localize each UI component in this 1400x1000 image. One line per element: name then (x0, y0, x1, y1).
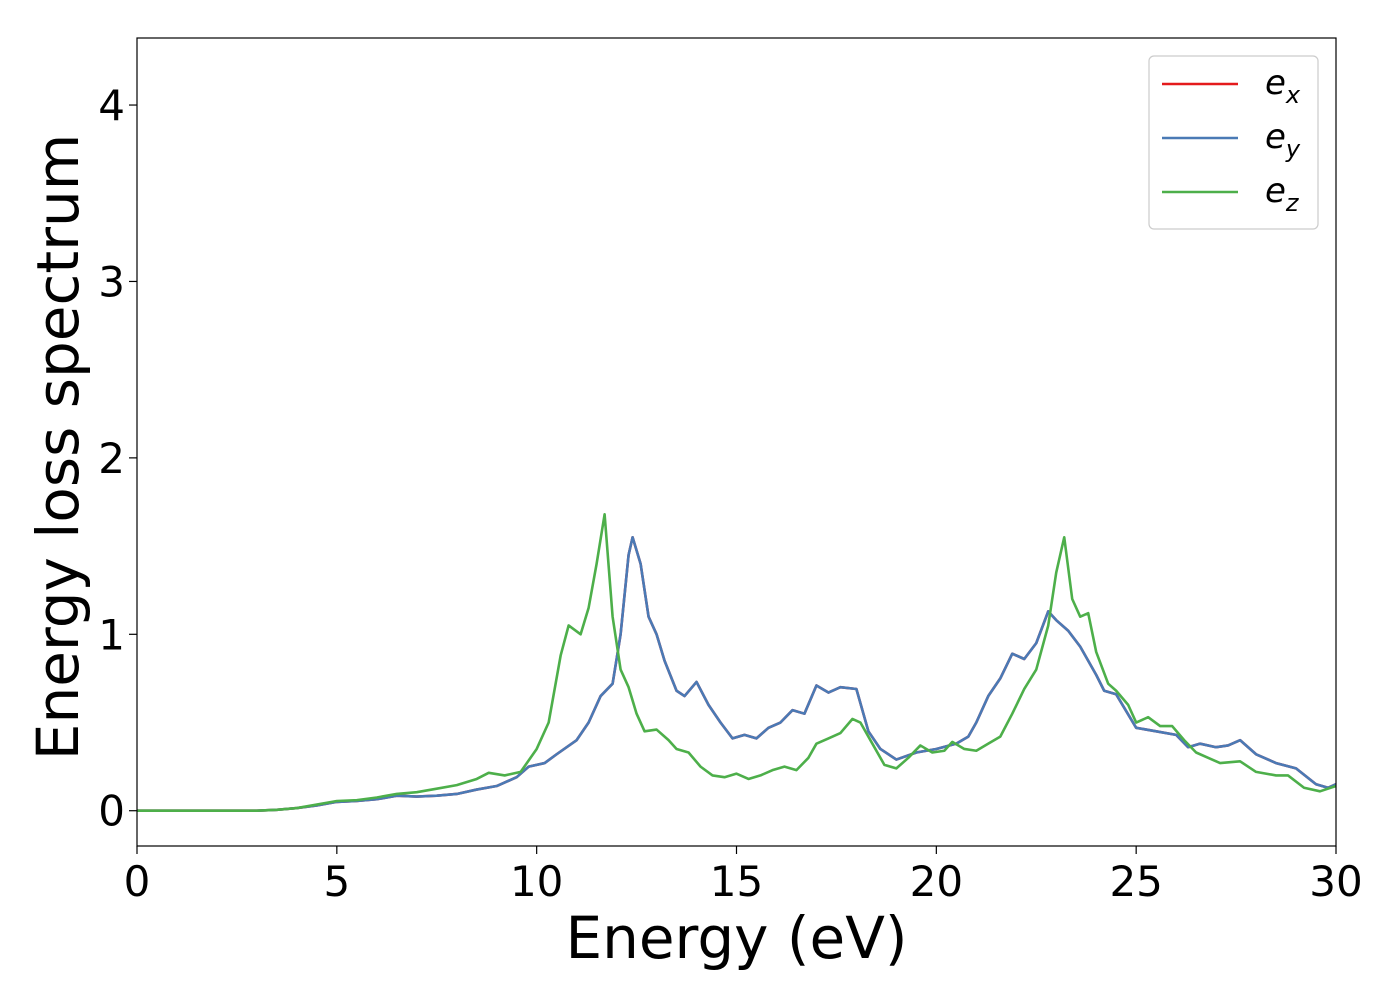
y-tick-label: 0 (98, 787, 125, 836)
x-tick-label: 5 (323, 857, 350, 906)
legend-label-e-y: ey (1265, 117, 1301, 163)
x-axis-ticks: 0 5 10 15 20 25 30 (124, 846, 1363, 906)
x-tick-label: 30 (1309, 857, 1362, 906)
series-line-e-z (137, 513, 1336, 813)
x-tick-label: 0 (124, 857, 151, 906)
legend: ex ey ez (1148, 55, 1319, 230)
y-tick-label: 4 (98, 81, 125, 130)
x-axis-label: Energy (eV) (565, 904, 907, 972)
y-tick-label: 3 (98, 257, 125, 306)
series-line-e-y (137, 535, 1336, 813)
legend-label-e-x: ex (1265, 63, 1301, 109)
x-tick-label: 15 (710, 857, 763, 906)
x-tick-label: 10 (510, 857, 563, 906)
y-axis-label: Energy loss spectrum (24, 134, 92, 760)
legend-box (1148, 55, 1319, 230)
legend-label-e-z: ez (1265, 171, 1300, 217)
y-tick-label: 1 (98, 610, 125, 659)
x-tick-label: 20 (910, 857, 963, 906)
y-axis-ticks: 0 1 2 3 4 (98, 81, 137, 836)
y-tick-label: 2 (98, 434, 125, 483)
x-tick-label: 25 (1109, 857, 1162, 906)
series-layer (137, 513, 1336, 813)
